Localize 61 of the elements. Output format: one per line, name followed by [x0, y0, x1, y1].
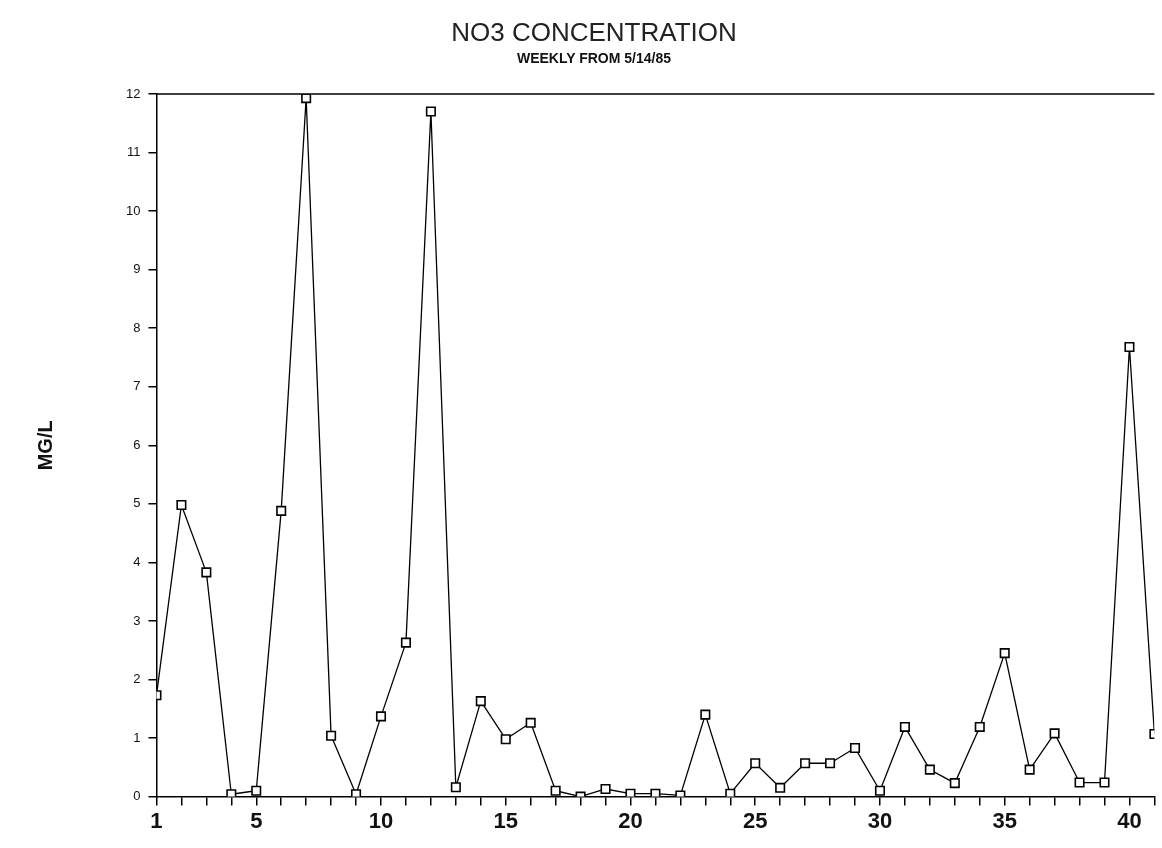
point: [849, 742, 861, 754]
point: [924, 764, 935, 775]
x-tick-label: 5: [250, 807, 263, 833]
x-tick-label: 35: [992, 807, 1017, 833]
x-tick-label: 25: [742, 807, 768, 833]
y-tick-label: 9: [133, 261, 141, 277]
point: [550, 785, 561, 796]
y-tick-label: 0: [133, 788, 141, 804]
point: [450, 782, 461, 793]
x-tick-label: 20: [618, 807, 643, 833]
point: [475, 696, 486, 707]
x-tick-label: 40: [1117, 807, 1142, 833]
y-tick-label: 12: [125, 85, 141, 101]
point: [326, 730, 337, 741]
point: [525, 717, 536, 728]
point: [800, 758, 811, 769]
y-tick-label: 11: [126, 144, 141, 160]
point: [999, 648, 1010, 659]
point: [700, 709, 711, 720]
y-tick-label: 1: [133, 729, 141, 745]
y-tick-label: 5: [133, 495, 141, 511]
y-tick-label: 7: [133, 378, 141, 394]
point: [725, 788, 736, 797]
x-tick-label: 1: [150, 807, 163, 833]
point: [176, 499, 187, 511]
point: [1049, 728, 1060, 739]
point: [899, 721, 910, 732]
point: [974, 721, 985, 732]
chart-title: NO3 CONCENTRATION: [451, 16, 737, 47]
point: [1074, 777, 1085, 788]
point: [600, 783, 611, 795]
point: [949, 778, 960, 789]
point: [500, 734, 511, 745]
point: [775, 782, 786, 793]
point: [251, 785, 262, 796]
point: [625, 788, 636, 797]
point: [750, 758, 761, 769]
y-tick-label: 3: [133, 612, 141, 628]
y-tick-label: 2: [133, 671, 141, 687]
y-tick-label: 4: [133, 553, 141, 569]
point: [1024, 764, 1035, 775]
point: [1099, 777, 1110, 788]
y-axis-title: MG/L: [33, 420, 56, 471]
point: [226, 789, 237, 797]
point: [201, 567, 212, 578]
chart-subtitle: WEEKLY FROM 5/14/85: [516, 50, 672, 67]
point: [425, 106, 436, 117]
x-tick-label: 10: [368, 807, 394, 833]
y-tick-label: 6: [133, 436, 141, 452]
y-tick-label: 8: [133, 319, 141, 335]
x-tick-label: 15: [493, 807, 518, 833]
y-tick-label: 10: [125, 202, 141, 218]
point: [874, 785, 886, 796]
point: [1124, 341, 1135, 352]
x-tick-label: 30: [867, 807, 893, 833]
point: [375, 711, 387, 722]
point: [825, 758, 836, 769]
point: [351, 789, 362, 797]
point: [650, 788, 661, 797]
point: [276, 505, 287, 516]
point: [400, 637, 411, 648]
